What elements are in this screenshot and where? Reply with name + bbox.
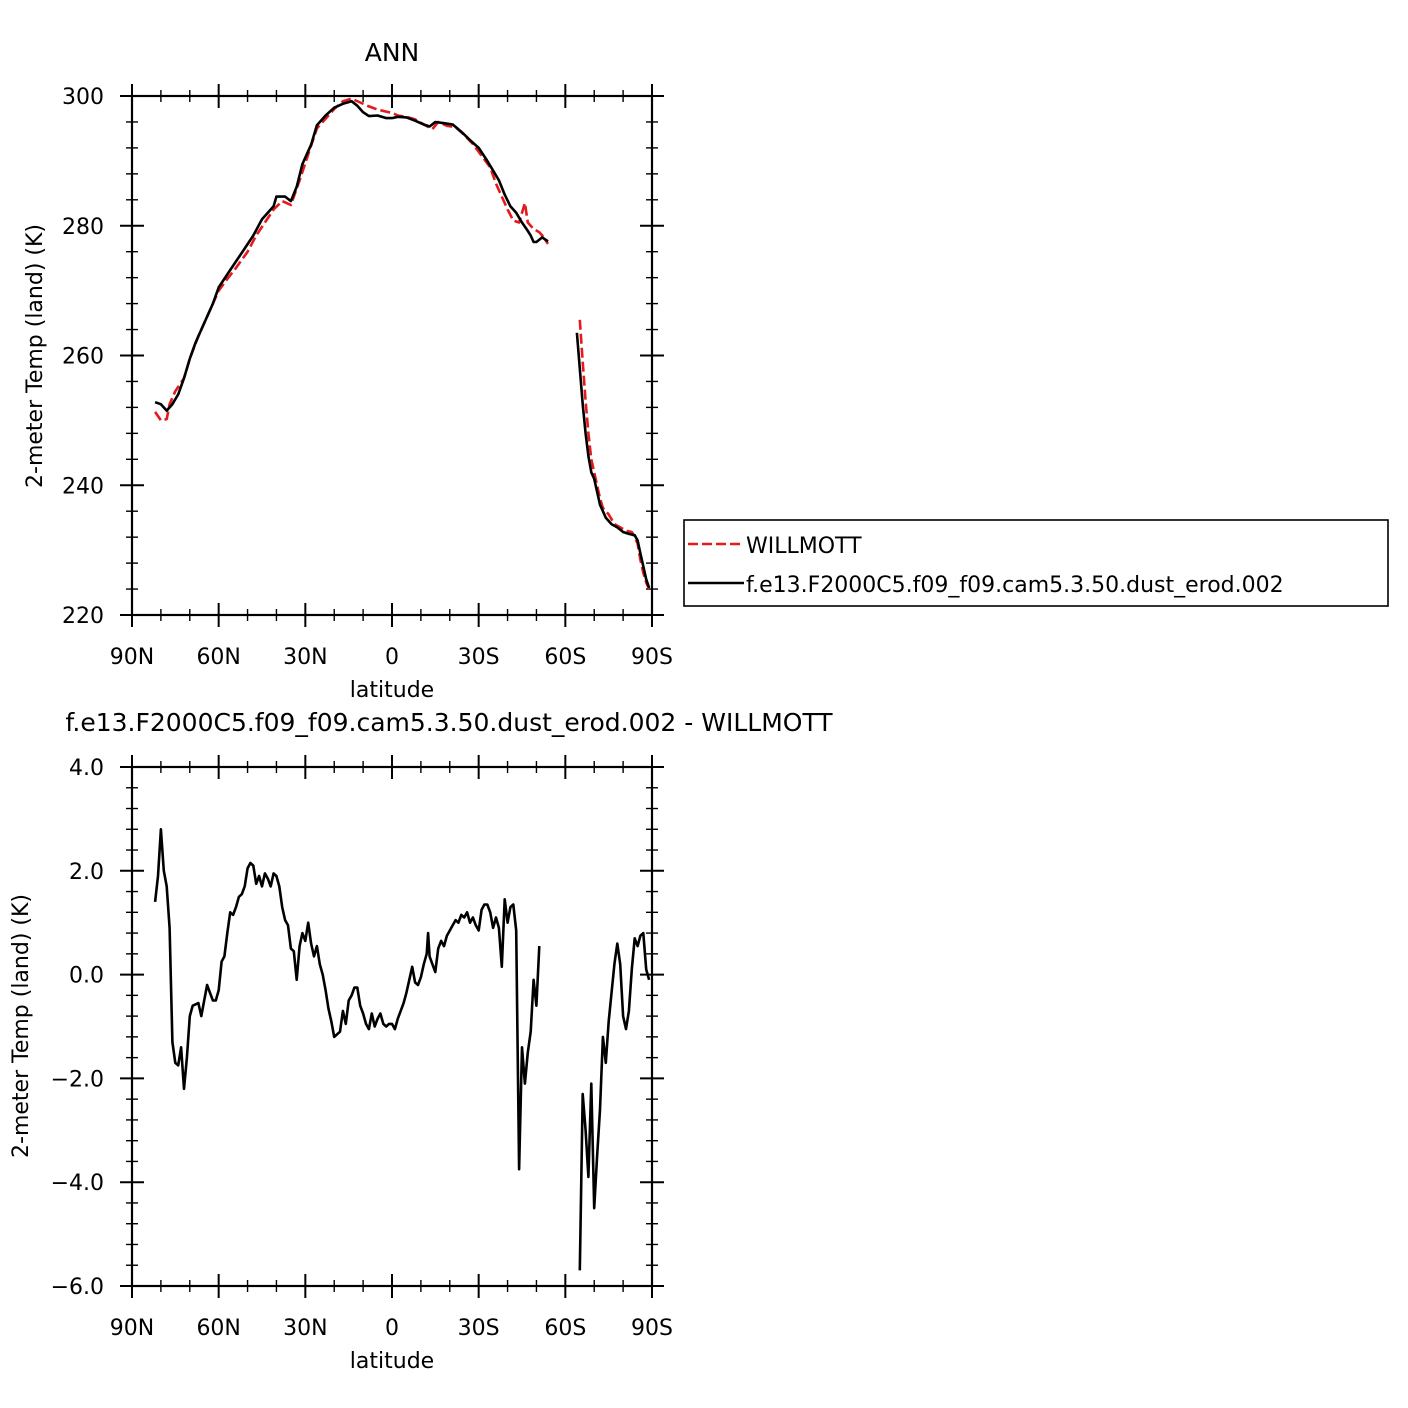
bottom-chart-frame — [130, 765, 654, 1288]
bottom-chart-x-axis-label: latitude — [350, 1349, 434, 1374]
bottom-chart-title: f.e13.F2000C5.f09_f09.cam5.3.50.dust_ero… — [65, 708, 833, 737]
top-y-tick-label: 300 — [62, 85, 104, 110]
top-x-tick-label: 90N — [110, 645, 154, 670]
legend-label-willmott: WILLMOTT — [746, 534, 862, 559]
bottom-chart-y-axis-label: 2-meter Temp (land) (K) — [9, 894, 34, 1158]
bottom-y-tick-label: 4.0 — [69, 756, 104, 781]
bottom-x-tick-label: 60S — [544, 1316, 586, 1341]
bottom-chart-series — [153, 827, 651, 1271]
bottom-x-tick-label: 30N — [283, 1316, 327, 1341]
bottom-y-tick-label: −2.0 — [51, 1067, 104, 1092]
top-y-tick-label: 220 — [62, 604, 104, 629]
top-x-tick-label: 30N — [283, 645, 327, 670]
top-chart-series — [154, 97, 651, 590]
bottom-series-line-0 — [153, 827, 541, 1171]
bottom-x-tick-label: 90N — [110, 1316, 154, 1341]
legend-box — [683, 519, 1389, 607]
top-y-tick-label: 260 — [62, 345, 104, 370]
bottom-y-tick-label: −6.0 — [51, 1275, 104, 1300]
bottom-x-tick-label: 90S — [631, 1316, 673, 1341]
top-chart-ticks: 90N 60N 30N 0 30S 60S 90S 220 240 260 280 300 — [62, 84, 673, 670]
bottom-y-tick-label: 2.0 — [69, 860, 104, 885]
legend-label-model: f.e13.F2000C5.f09_f09.cam5.3.50.dust_ero… — [746, 573, 1284, 598]
top-x-tick-label: 30S — [458, 645, 500, 670]
top-chart-title: ANN — [365, 38, 420, 67]
top-x-tick-label: 0 — [385, 645, 399, 670]
top-x-tick-label: 60S — [544, 645, 586, 670]
top-y-tick-label: 280 — [62, 215, 104, 240]
top-chart-x-axis-label: latitude — [350, 678, 434, 703]
bottom-y-tick-label: −4.0 — [51, 1171, 104, 1196]
top-x-tick-label: 90S — [631, 645, 673, 670]
bottom-chart-panel: f.e13.F2000C5.f09_f09.cam5.3.50.dust_ero… — [9, 708, 833, 1374]
legend: WILLMOTT f.e13.F2000C5.f09_f09.cam5.3.50… — [683, 519, 1389, 607]
top-chart-y-axis-label: 2-meter Temp (land) (K) — [23, 224, 48, 488]
bottom-series-line-0 — [578, 931, 651, 1271]
top-y-tick-label: 240 — [62, 474, 104, 499]
top-chart-frame — [130, 94, 654, 617]
top-x-tick-label: 60N — [196, 645, 240, 670]
top-series-line-1 — [575, 332, 651, 589]
bottom-chart-ticks: 90N 60N 30N 0 30S 60S 90S −6.0 −4.0 −2.0 0.0 2.0 4.0 — [51, 755, 673, 1341]
bottom-x-tick-label: 0 — [385, 1316, 399, 1341]
bottom-x-tick-label: 30S — [458, 1316, 500, 1341]
top-series-line-1 — [154, 99, 549, 412]
top-chart-panel: ANN 2-meter Temp (land) (K) latitude 90N… — [23, 38, 673, 703]
bottom-x-tick-label: 60N — [196, 1316, 240, 1341]
bottom-y-tick-label: 0.0 — [69, 964, 104, 989]
